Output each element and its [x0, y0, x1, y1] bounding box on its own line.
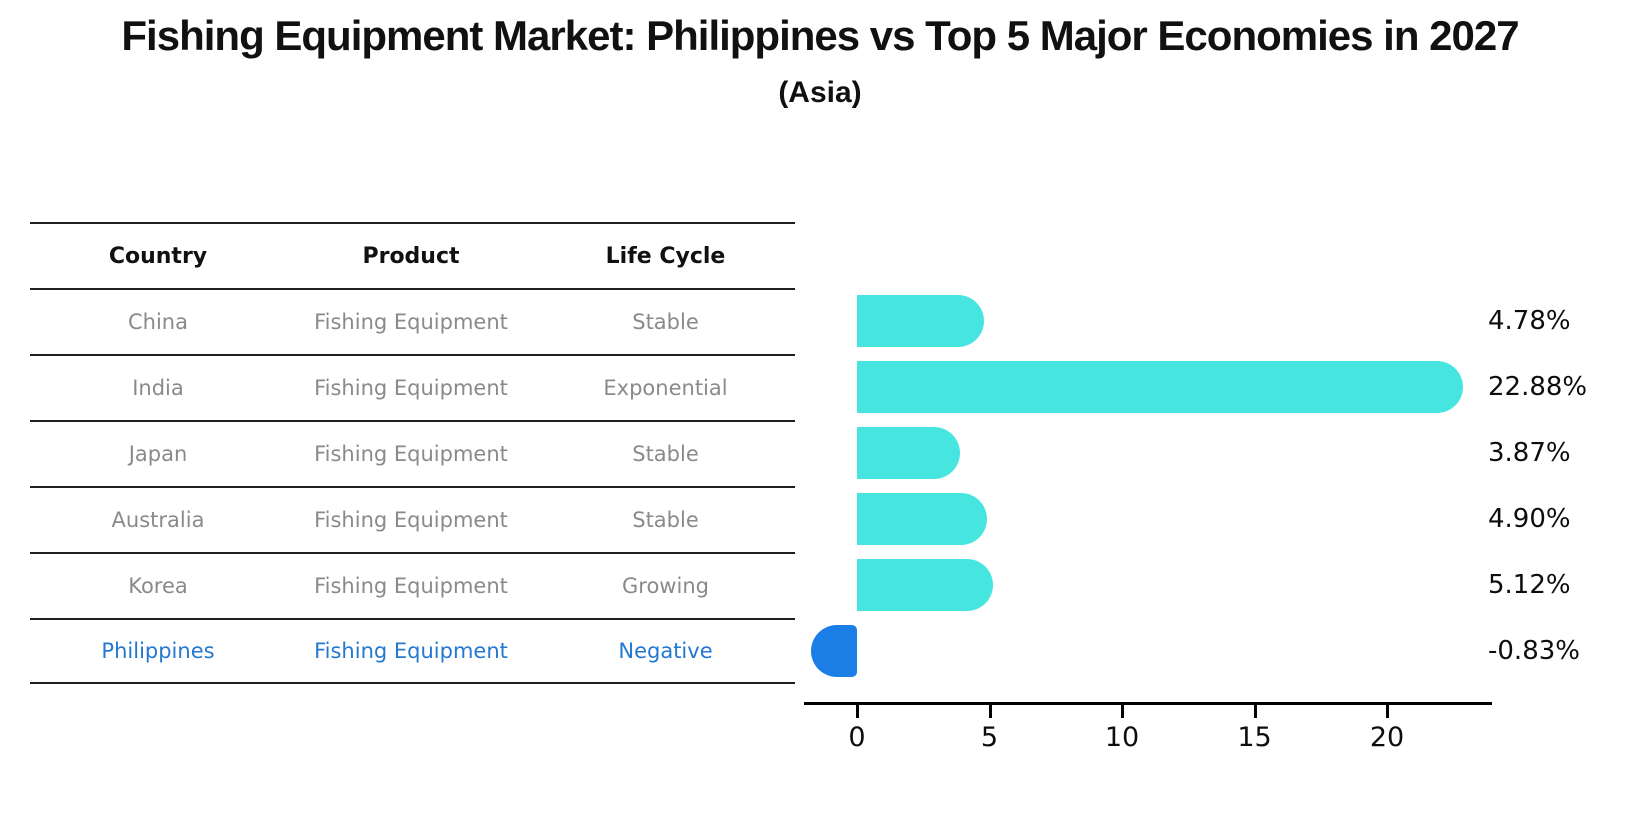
bar-india — [857, 361, 1464, 413]
cell-life-cycle: Negative — [618, 639, 713, 663]
cell-product: Fishing Equipment — [314, 310, 508, 334]
value-label: -0.83% — [1488, 636, 1580, 666]
cell-life-cycle: Exponential — [603, 376, 728, 400]
cell-country: Australia — [111, 508, 205, 532]
column-header-country: Country — [108, 243, 208, 269]
table-row: Japan Fishing Equipment Stable — [30, 420, 795, 486]
cell-product: Fishing Equipment — [314, 376, 508, 400]
table-row: Australia Fishing Equipment Stable — [30, 486, 795, 552]
table-header-row: Country Product Life Cycle — [30, 222, 795, 288]
bar-japan — [857, 427, 960, 479]
x-axis-tick — [1386, 705, 1389, 718]
x-axis-tick — [988, 705, 992, 718]
value-label: 4.90% — [1488, 504, 1571, 534]
cell-country: Korea — [128, 574, 188, 598]
cell-life-cycle: Growing — [622, 574, 709, 598]
cell-country: India — [132, 376, 184, 400]
table-row: China Fishing Equipment Stable — [30, 288, 795, 354]
x-axis-tick-label: 5 — [980, 722, 999, 753]
x-axis-tick-label: 10 — [1104, 722, 1140, 753]
x-axis-tick-label: 20 — [1369, 722, 1405, 753]
cell-country: Japan — [128, 442, 188, 466]
cell-life-cycle: Stable — [632, 442, 699, 466]
table-row: Korea Fishing Equipment Growing — [30, 552, 795, 618]
cell-product: Fishing Equipment — [314, 508, 508, 532]
x-axis-tick — [1121, 705, 1124, 718]
bar-china — [857, 295, 984, 347]
x-axis-tick-label: 0 — [848, 722, 866, 753]
x-axis-tick — [1253, 705, 1257, 718]
column-header-product: Product — [362, 243, 460, 269]
value-label: 4.78% — [1488, 306, 1571, 336]
cell-country: Philippines — [101, 639, 215, 663]
x-axis-tick — [856, 705, 859, 718]
cell-product: Fishing Equipment — [314, 574, 508, 598]
cell-country: China — [128, 310, 188, 334]
cell-life-cycle: Stable — [632, 310, 699, 334]
x-axis-line — [804, 702, 1492, 705]
cell-product: Fishing Equipment — [314, 639, 508, 663]
bar-australia — [857, 493, 987, 545]
page-title: Fishing Equipment Market: Philippines vs… — [121, 12, 1519, 59]
table-row: India Fishing Equipment Exponential — [30, 354, 795, 420]
page-subtitle: (Asia) — [778, 76, 862, 109]
table-row-highlighted: Philippines Fishing Equipment Negative — [30, 618, 795, 684]
x-axis-tick-label: 15 — [1237, 722, 1272, 753]
cell-life-cycle: Stable — [632, 508, 699, 532]
cell-product: Fishing Equipment — [314, 442, 508, 466]
bar-korea — [857, 559, 993, 611]
value-label: 22.88% — [1488, 372, 1588, 402]
value-label: 5.12% — [1488, 570, 1571, 600]
bar-philippines — [811, 625, 857, 677]
value-label: 3.87% — [1488, 438, 1571, 468]
country-table: Country Product Life Cycle China Fishing… — [30, 222, 795, 684]
column-header-life-cycle: Life Cycle — [605, 243, 726, 269]
